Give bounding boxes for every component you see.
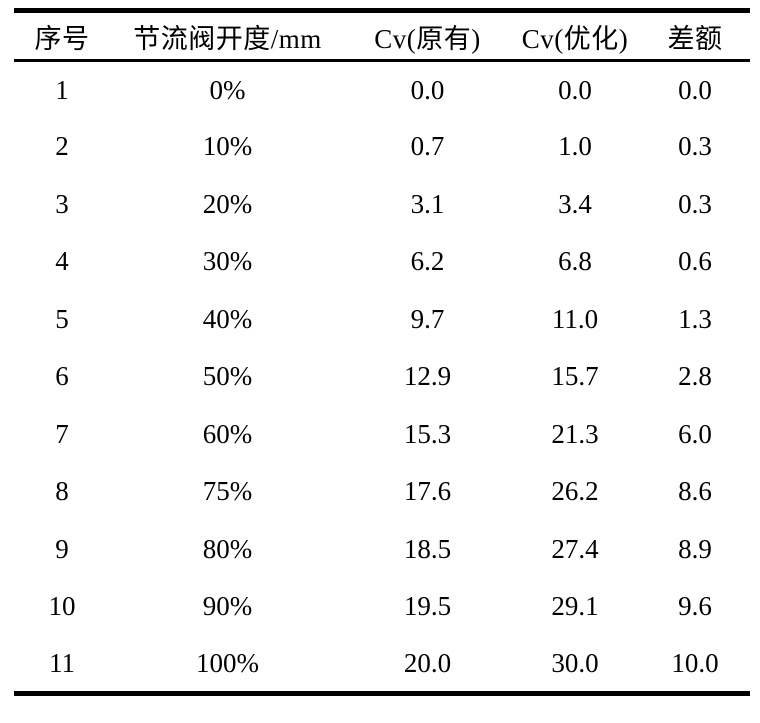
- cell-index: 9: [55, 533, 69, 564]
- cell-difference: 1.3: [678, 303, 712, 334]
- cell-cv-original: 6.2: [410, 246, 445, 277]
- cell-cv-optimized: 3.4: [558, 188, 592, 219]
- cell-cv-original: 3.1: [410, 188, 445, 219]
- header-cell-index: 序号: [14, 10, 110, 62]
- cell-index: 7: [55, 418, 69, 449]
- cell-cv-optimized: 27.4: [551, 533, 599, 564]
- cell-difference: 9.6: [678, 591, 712, 622]
- header-cell-cv-optimized: Cv(优化): [510, 10, 640, 62]
- data-table: 序号 节流阀开度/mm Cv(原有) Cv(优化) 差额 1 0% 0.0 0.…: [14, 8, 750, 696]
- cell-difference: 8.6: [678, 476, 712, 507]
- cell-cv-optimized: 15.7: [551, 361, 599, 392]
- cell-valve-opening: 0%: [209, 74, 246, 105]
- cell-cv-original: 18.5: [403, 533, 452, 564]
- header-cell-difference: 差额: [640, 10, 750, 62]
- cell-cv-original: 0.0: [410, 74, 445, 105]
- cell-cv-original: 19.5: [403, 591, 452, 622]
- cell-cv-original: 20.0: [403, 647, 452, 678]
- cell-cv-original: 9.7: [410, 303, 445, 334]
- cell-cv-optimized: 26.2: [551, 476, 599, 507]
- cell-valve-opening: 80%: [202, 533, 253, 564]
- cell-valve-opening: 50%: [202, 361, 253, 392]
- cell-cv-optimized: 1.0: [558, 131, 592, 162]
- table-row: 11 100% 20.0 30.0 10.0: [14, 636, 750, 694]
- table-row: 6 50% 12.9 15.7 2.8: [14, 348, 750, 406]
- cell-cv-original: 12.9: [403, 361, 452, 392]
- cell-index: 11: [49, 647, 75, 678]
- table-row: 2 10% 0.7 1.0 0.3: [14, 118, 750, 176]
- cell-cv-original: 17.6: [403, 476, 452, 507]
- cell-valve-opening: 90%: [202, 591, 253, 622]
- table-row: 1 0% 0.0 0.0 0.0: [14, 61, 750, 119]
- cell-index: 4: [55, 246, 69, 277]
- cell-difference: 0.3: [678, 131, 712, 162]
- cell-index: 8: [55, 476, 69, 507]
- cell-difference: 0.0: [678, 74, 712, 105]
- header-row: 序号 节流阀开度/mm Cv(原有) Cv(优化) 差额: [14, 10, 750, 62]
- cell-difference: 10.0: [671, 647, 719, 678]
- cell-cv-optimized: 21.3: [551, 418, 599, 449]
- table-row: 8 75% 17.6 26.2 8.6: [14, 463, 750, 521]
- cell-difference: 0.6: [678, 246, 712, 277]
- cell-index: 6: [55, 361, 69, 392]
- cell-cv-optimized: 30.0: [551, 647, 599, 678]
- cell-index: 3: [55, 188, 69, 219]
- table-row: 7 60% 15.3 21.3 6.0: [14, 406, 750, 464]
- cell-cv-optimized: 29.1: [551, 591, 599, 622]
- cell-cv-optimized: 6.8: [558, 246, 592, 277]
- page: 序号 节流阀开度/mm Cv(原有) Cv(优化) 差额 1 0% 0.0 0.…: [0, 8, 760, 723]
- cell-cv-optimized: 11.0: [551, 303, 599, 334]
- cell-valve-opening: 60%: [202, 418, 253, 449]
- cell-valve-opening: 40%: [202, 303, 253, 334]
- cell-valve-opening: 30%: [202, 246, 253, 277]
- cell-index: 1: [55, 74, 69, 105]
- cell-index: 10: [48, 591, 76, 622]
- table-row: 9 80% 18.5 27.4 8.9: [14, 521, 750, 579]
- header-cell-valve-opening: 节流阀开度/mm: [110, 10, 345, 62]
- cell-valve-opening: 75%: [202, 476, 253, 507]
- cell-valve-opening: 100%: [196, 647, 259, 678]
- cell-cv-original: 0.7: [410, 131, 445, 162]
- cell-index: 2: [55, 131, 69, 162]
- table-row: 4 30% 6.2 6.8 0.6: [14, 233, 750, 291]
- cell-difference: 6.0: [678, 418, 712, 449]
- cell-difference: 2.8: [678, 361, 712, 392]
- cell-valve-opening: 20%: [202, 188, 253, 219]
- cell-cv-original: 15.3: [403, 418, 452, 449]
- cell-valve-opening: 10%: [202, 131, 253, 162]
- cell-difference: 8.9: [678, 533, 712, 564]
- cell-difference: 0.3: [678, 188, 712, 219]
- table-row: 5 40% 9.7 11.0 1.3: [14, 291, 750, 349]
- cell-cv-optimized: 0.0: [558, 74, 592, 105]
- table-row: 10 90% 19.5 29.1 9.6: [14, 578, 750, 636]
- cell-index: 5: [55, 303, 69, 334]
- header-cell-cv-original: Cv(原有): [345, 10, 510, 62]
- table-row: 3 20% 3.1 3.4 0.3: [14, 176, 750, 234]
